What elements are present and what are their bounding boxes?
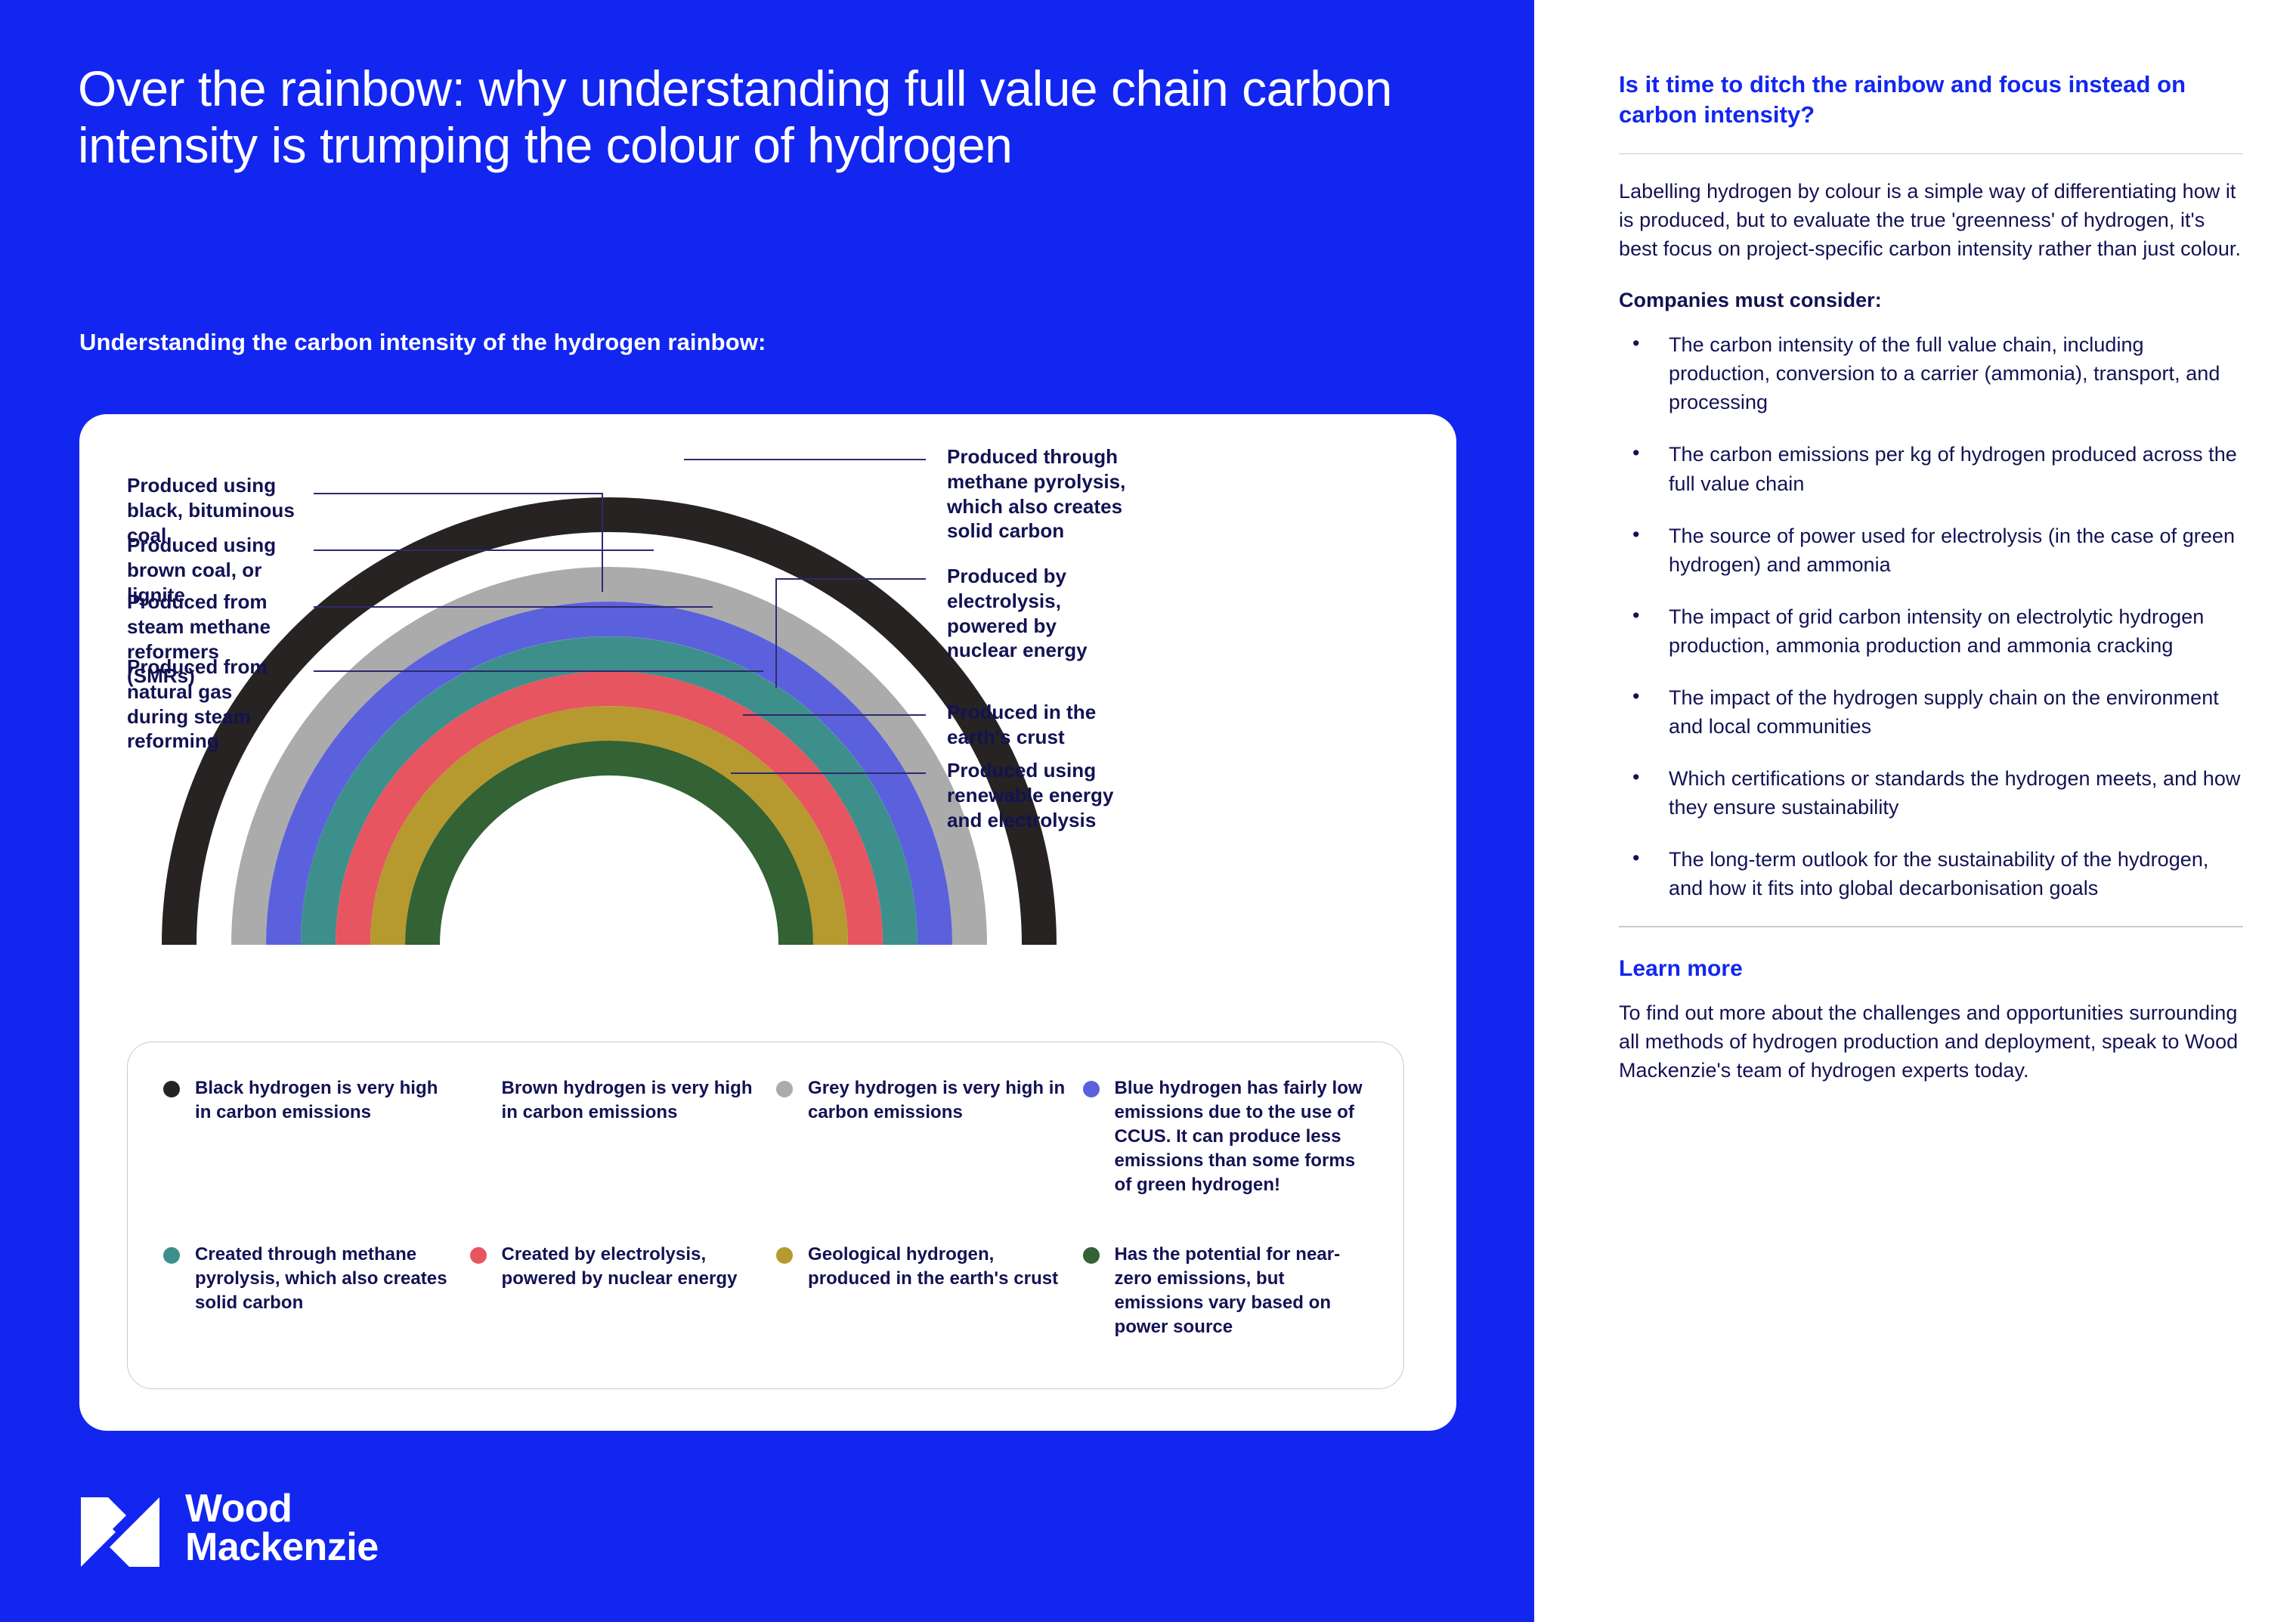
rainbow-arcs	[162, 497, 1057, 946]
learn-more-heading[interactable]: Learn more	[1619, 955, 1743, 981]
legend-dot-blue	[1082, 1081, 1100, 1097]
rainbow-band-green	[405, 741, 813, 946]
legend-dot-gold	[776, 1247, 793, 1264]
rainbow-label-right-3: Produced in the earth's crust	[947, 701, 1097, 748]
rainbow-band-blue	[266, 602, 952, 946]
rainbow-label-right-1: Produced through methane pyrolysis, whic…	[947, 445, 1126, 543]
list-item: Which certifications or standards the hy…	[1619, 763, 2243, 822]
rainbow-band-gold	[370, 706, 848, 946]
divider-bottom	[1619, 926, 2243, 927]
left-blue-panel: Over the rainbow: why understanding full…	[0, 0, 1534, 1622]
list-item: The carbon intensity of the full value c…	[1619, 329, 2243, 416]
divider-top	[1619, 153, 2243, 155]
legend-row-2: Created through methane pyrolysis, which…	[163, 1243, 1372, 1339]
list-item: The impact of grid carbon intensity on e…	[1619, 601, 2243, 660]
list-item: The long-term outlook for the sustainabi…	[1619, 844, 2243, 902]
rainbow-band-pink	[336, 671, 883, 946]
wood-mackenzie-logo: Wood Mackenzie	[79, 1487, 412, 1576]
rainbow-band-teal	[301, 636, 917, 946]
wood-mackenzie-mark-icon	[81, 1497, 159, 1567]
legend-dot-black	[163, 1081, 180, 1097]
rainbow-label-right-4: Produced using renewable energy and elec…	[947, 759, 1114, 831]
legend-item: Created through methane pyrolysis, which…	[163, 1243, 453, 1339]
legend-item: Created by electrolysis, powered by nucl…	[469, 1243, 760, 1339]
rainbow-label-left-2: Produced using brown coal, or lignite	[127, 534, 277, 606]
legend-item: Grey hydrogen is very high in carbon emi…	[776, 1076, 1066, 1197]
legend-box: Black hydrogen is very high in carbon em…	[127, 1042, 1404, 1389]
wood-mackenzie-wordmark: Wood Mackenzie	[185, 1487, 379, 1569]
learn-more-body: To find out more about the challenges an…	[1619, 1001, 2239, 1082]
legend-row-1: Black hydrogen is very high in carbon em…	[163, 1076, 1372, 1197]
legend-item: Has the potential for near-zero emission…	[1082, 1243, 1373, 1339]
legend-label: Has the potential for near-zero emission…	[1114, 1244, 1341, 1337]
list-item: The carbon emissions per kg of hydrogen …	[1619, 438, 2243, 497]
hydrogen-rainbow-diagram	[162, 459, 1057, 946]
legend-dot-grey	[776, 1081, 793, 1097]
rainbow-label-left-3: Produced from steam methane reformers (S…	[127, 590, 271, 688]
legend-dot-teal	[163, 1247, 180, 1264]
logo-line-2: Mackenzie	[185, 1524, 379, 1569]
legend-label: Blue hydrogen has fairly low emissions d…	[1114, 1078, 1363, 1195]
page-subtitle: Understanding the carbon intensity of th…	[79, 329, 766, 355]
sidebar-bullet-list: The carbon intensity of the full value c…	[1619, 329, 2243, 902]
legend-dot-pink	[469, 1247, 487, 1264]
leader-lines	[314, 459, 926, 774]
legend-item: Geological hydrogen, produced in the ear…	[776, 1243, 1066, 1339]
legend-label: Black hydrogen is very high in carbon em…	[195, 1078, 438, 1122]
rainbow-label-right-2: Produced by electrolysis, powered by nuc…	[947, 565, 1088, 662]
page-title: Over the rainbow: why understanding full…	[78, 60, 1392, 174]
right-sidebar: Is it time to ditch the rainbow and focu…	[1534, 0, 2296, 1622]
legend-item: Blue hydrogen has fairly low emissions d…	[1082, 1076, 1373, 1197]
rainbow-label-left-1: Produced using black, bituminous coal	[127, 474, 295, 546]
legend-label: Created through methane pyrolysis, which…	[195, 1244, 447, 1313]
legend-item: Brown hydrogen is very high in carbon em…	[470, 1076, 760, 1197]
rainbow-band-black	[162, 497, 1057, 946]
list-item: The impact of the hydrogen supply chain …	[1619, 682, 2243, 741]
legend-item: Black hydrogen is very high in carbon em…	[163, 1076, 453, 1197]
legend-label: Geological hydrogen, produced in the ear…	[808, 1244, 1059, 1289]
rainbow-card: Produced using black, bituminous coal Pr…	[79, 414, 1456, 1431]
sidebar-consider-heading: Companies must consider:	[1619, 289, 1882, 312]
rainbow-label-left-4: Produced from natural gas during steam r…	[127, 655, 268, 753]
sidebar-heading: Is it time to ditch the rainbow and focu…	[1619, 71, 2186, 128]
list-item: The source of power used for electrolysi…	[1619, 520, 2243, 579]
legend-dot-green	[1082, 1247, 1100, 1264]
legend-dot-brown	[470, 1081, 487, 1097]
legend-label: Grey hydrogen is very high in carbon emi…	[808, 1078, 1066, 1122]
legend-label: Brown hydrogen is very high in carbon em…	[501, 1078, 753, 1122]
legend-label: Created by electrolysis, powered by nucl…	[501, 1244, 738, 1289]
logo-line-1: Wood	[185, 1487, 292, 1531]
sidebar-intro: Labelling hydrogen by colour is a simple…	[1619, 180, 2242, 261]
